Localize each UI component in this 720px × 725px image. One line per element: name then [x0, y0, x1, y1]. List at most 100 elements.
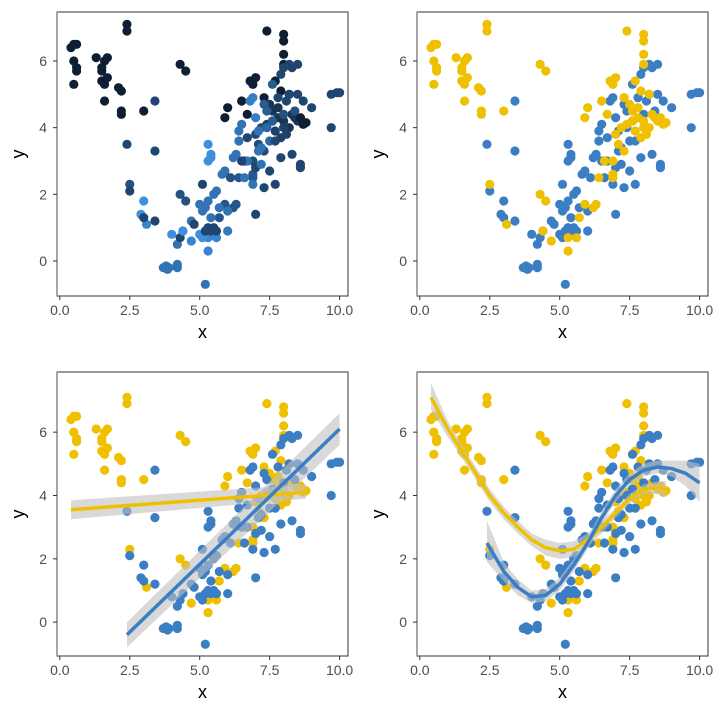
- data-point: [639, 49, 649, 59]
- data-point: [571, 589, 582, 599]
- data-point: [239, 538, 250, 548]
- data-point: [139, 196, 149, 206]
- data-point: [242, 478, 252, 488]
- data-point: [630, 503, 640, 513]
- data-point: [563, 196, 573, 206]
- data-point: [206, 576, 216, 586]
- data-point: [290, 106, 300, 116]
- data-point: [560, 279, 570, 289]
- data-point: [563, 139, 573, 149]
- data-point: [279, 408, 289, 418]
- data-point: [206, 519, 216, 529]
- data-point: [625, 166, 635, 176]
- data-point: [293, 430, 303, 440]
- y-tick-label: 4: [399, 487, 407, 503]
- data-point: [262, 123, 272, 133]
- data-point: [175, 554, 185, 564]
- data-point: [223, 570, 233, 580]
- data-point: [627, 449, 638, 459]
- data-point: [594, 136, 604, 146]
- fit-line-A: [429, 396, 667, 553]
- data-point: [563, 246, 573, 256]
- data-point: [287, 516, 297, 526]
- data-point: [459, 96, 470, 106]
- x-tick-label: 0.0: [50, 662, 70, 678]
- x-tick-label: 7.5: [260, 662, 280, 678]
- data-point: [175, 59, 185, 69]
- data-point: [125, 179, 135, 189]
- data-point: [265, 166, 275, 176]
- data-point: [206, 213, 216, 223]
- data-point: [580, 166, 590, 176]
- data-point: [335, 88, 345, 98]
- data-point: [459, 465, 470, 475]
- data-point: [71, 66, 82, 76]
- data-point: [462, 53, 472, 63]
- data-point: [583, 471, 593, 482]
- data-point: [223, 589, 233, 599]
- data-point: [639, 29, 649, 39]
- data-point: [293, 89, 303, 99]
- data-point: [541, 437, 551, 447]
- data-point: [122, 399, 132, 409]
- data-point: [619, 146, 629, 156]
- data-point: [499, 475, 509, 485]
- data-point: [259, 462, 269, 472]
- data-point: [279, 402, 289, 412]
- data-point: [602, 133, 612, 143]
- panel-bottom-right: 0.0 2.5 5.0 7.5 10.0 0 2 4 6 x y: [368, 371, 713, 702]
- data-point: [583, 570, 593, 580]
- data-point: [591, 563, 601, 573]
- data-point: [237, 156, 247, 166]
- data-point: [150, 216, 160, 226]
- y-tick-label: 2: [399, 551, 407, 567]
- data-point: [597, 96, 607, 106]
- data-point: [270, 544, 280, 554]
- data-point: [186, 598, 196, 608]
- x-tick-label: 0.0: [410, 302, 430, 318]
- data-point: [535, 59, 545, 69]
- data-point: [189, 219, 199, 229]
- data-point: [608, 169, 618, 179]
- data-point: [597, 119, 607, 129]
- data-layer: [426, 19, 705, 289]
- data-point: [239, 173, 250, 183]
- data-point: [602, 109, 612, 119]
- confidence-band-A: [430, 383, 667, 559]
- data-point: [203, 506, 213, 516]
- data-point: [231, 563, 241, 573]
- data-point: [583, 226, 593, 236]
- data-point: [611, 209, 621, 219]
- data-point: [591, 149, 601, 159]
- y-tick-label: 2: [39, 186, 47, 202]
- data-point: [248, 179, 258, 189]
- data-layer: [426, 383, 705, 649]
- data-point: [270, 179, 280, 189]
- data-point: [231, 149, 241, 159]
- data-point: [122, 26, 132, 36]
- data-point: [102, 443, 112, 453]
- data-point: [485, 179, 495, 189]
- data-point: [125, 551, 135, 561]
- data-point: [279, 116, 289, 126]
- data-point: [97, 66, 107, 76]
- data-point: [557, 179, 568, 189]
- data-point: [125, 186, 135, 196]
- data-point: [97, 437, 107, 447]
- x-tick-label: 5.0: [550, 302, 570, 318]
- data-point: [560, 639, 570, 649]
- data-point: [619, 547, 629, 558]
- data-point: [298, 96, 308, 106]
- panel-bottom-left: 0.0 2.5 5.0 7.5 10.0 0 2 4 6 x y: [8, 371, 353, 702]
- data-point: [175, 189, 185, 199]
- data-point: [259, 183, 269, 193]
- x-axis-title: x: [558, 322, 567, 342]
- data-point: [574, 576, 584, 586]
- data-point: [639, 123, 649, 133]
- data-point: [522, 625, 533, 635]
- data-point: [237, 465, 247, 475]
- data-point: [265, 532, 275, 542]
- data-point: [122, 19, 132, 29]
- data-point: [566, 576, 576, 586]
